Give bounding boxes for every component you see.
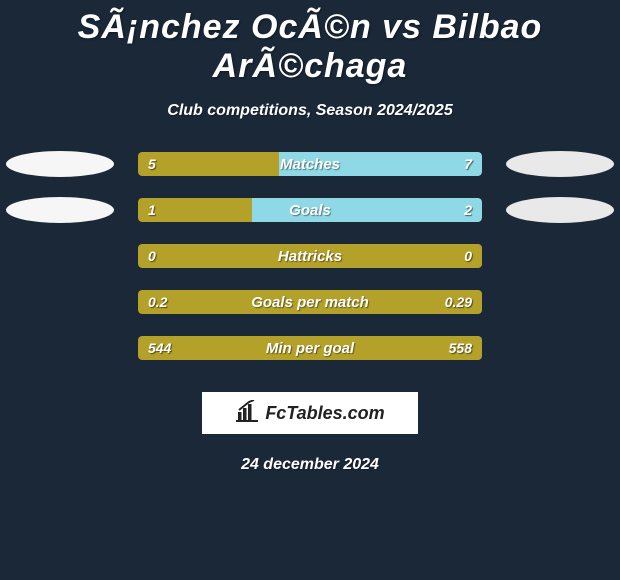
stat-row: 0 Hattricks 0	[0, 244, 620, 268]
stat-value-right: 558	[449, 340, 472, 356]
stats-container: 5 Matches 7 1 Goals 2 0 Hattricks 0 0.2 Goals per …	[0, 152, 620, 360]
logo-box: FcTables.com	[202, 392, 418, 434]
stat-row: 1 Goals 2	[0, 198, 620, 222]
stat-row: 5 Matches 7	[0, 152, 620, 176]
stat-label: Goals per match	[251, 294, 369, 311]
stat-bar-right	[252, 198, 482, 222]
chart-icon	[235, 400, 259, 427]
page-subtitle: Club competitions, Season 2024/2025	[0, 102, 620, 120]
footer-date: 24 december 2024	[0, 456, 620, 474]
page-title: SÃ¡nchez OcÃ©n vs Bilbao ArÃ©chaga	[0, 0, 620, 86]
stat-value-left: 1	[148, 202, 156, 218]
player-oval-left	[6, 151, 114, 177]
player-oval-left	[6, 197, 114, 223]
stat-label: Goals	[289, 202, 331, 219]
stat-bar-left	[138, 152, 279, 176]
stat-value-left: 0	[148, 248, 156, 264]
logo-text: FcTables.com	[265, 403, 384, 424]
stat-value-right: 0	[464, 248, 472, 264]
stat-value-right: 2	[464, 202, 472, 218]
player-oval-right	[506, 151, 614, 177]
stat-value-right: 7	[464, 156, 472, 172]
stat-value-right: 0.29	[445, 294, 472, 310]
stat-value-left: 5	[148, 156, 156, 172]
stat-value-left: 0.2	[148, 294, 167, 310]
stat-row: 0.2 Goals per match 0.29	[0, 290, 620, 314]
stat-label: Hattricks	[278, 248, 342, 265]
stat-value-left: 544	[148, 340, 171, 356]
stat-label: Matches	[280, 156, 340, 173]
stat-row: 544 Min per goal 558	[0, 336, 620, 360]
stat-label: Min per goal	[266, 340, 354, 357]
player-oval-right	[506, 197, 614, 223]
